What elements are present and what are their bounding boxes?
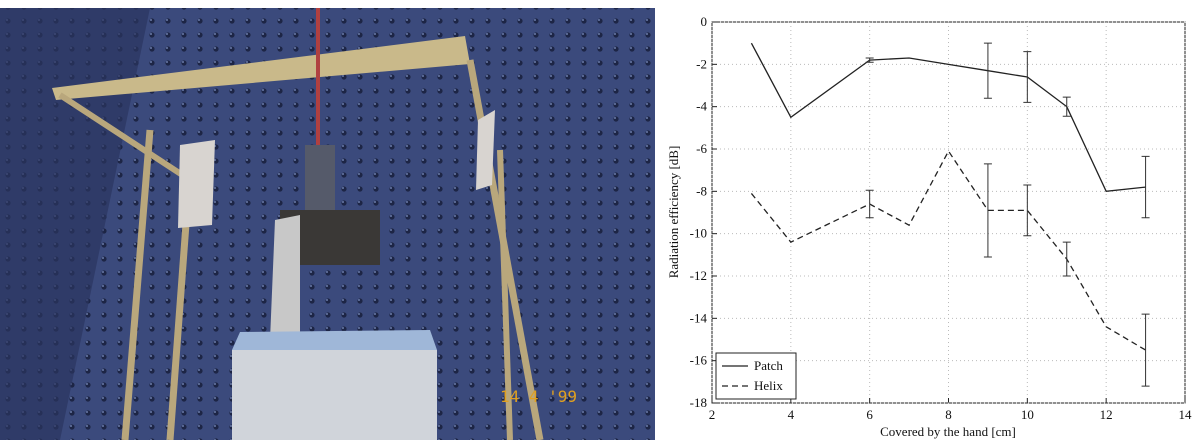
y-axis-label: Radiation efficiency [dB] bbox=[666, 146, 681, 279]
photo-date-stamp: 14 4 '99 bbox=[500, 387, 577, 406]
x-tick-label: 12 bbox=[1100, 407, 1113, 422]
x-axis-label: Covered by the hand [cm] bbox=[880, 424, 1016, 439]
y-tick-label: -18 bbox=[690, 395, 707, 410]
y-tick-label: -6 bbox=[696, 141, 707, 156]
y-tick-label: -16 bbox=[690, 353, 708, 368]
antenna-panel bbox=[476, 110, 495, 190]
person bbox=[305, 145, 335, 215]
y-tick-label: 0 bbox=[701, 14, 708, 29]
x-tick-label: 8 bbox=[945, 407, 952, 422]
y-tick-label: -4 bbox=[696, 99, 707, 114]
figure: 14 4 '99 Covered by the hand [cm] Radiat… bbox=[0, 0, 1200, 440]
x-tick-label: 6 bbox=[866, 407, 873, 422]
mast bbox=[270, 215, 300, 340]
x-tick-label: 2 bbox=[709, 407, 716, 422]
absorber-spikes bbox=[232, 330, 437, 350]
y-tick-label: -14 bbox=[690, 310, 708, 325]
x-tick-label: 10 bbox=[1021, 407, 1034, 422]
legend-label: Helix bbox=[754, 378, 783, 393]
x-tick-label: 4 bbox=[788, 407, 795, 422]
plot-area bbox=[712, 22, 1185, 403]
y-tick-label: -10 bbox=[690, 226, 707, 241]
legend-label: Patch bbox=[754, 358, 783, 373]
x-tick-label: 14 bbox=[1179, 407, 1193, 422]
absorber-block bbox=[232, 350, 437, 440]
y-tick-label: -8 bbox=[696, 183, 707, 198]
page: 14 4 '99 Covered by the hand [cm] Radiat… bbox=[0, 0, 1200, 440]
photo: 14 4 '99 bbox=[0, 8, 655, 440]
y-tick-label: -2 bbox=[696, 56, 707, 71]
antenna-panel bbox=[178, 140, 215, 228]
y-tick-label: -12 bbox=[690, 268, 707, 283]
